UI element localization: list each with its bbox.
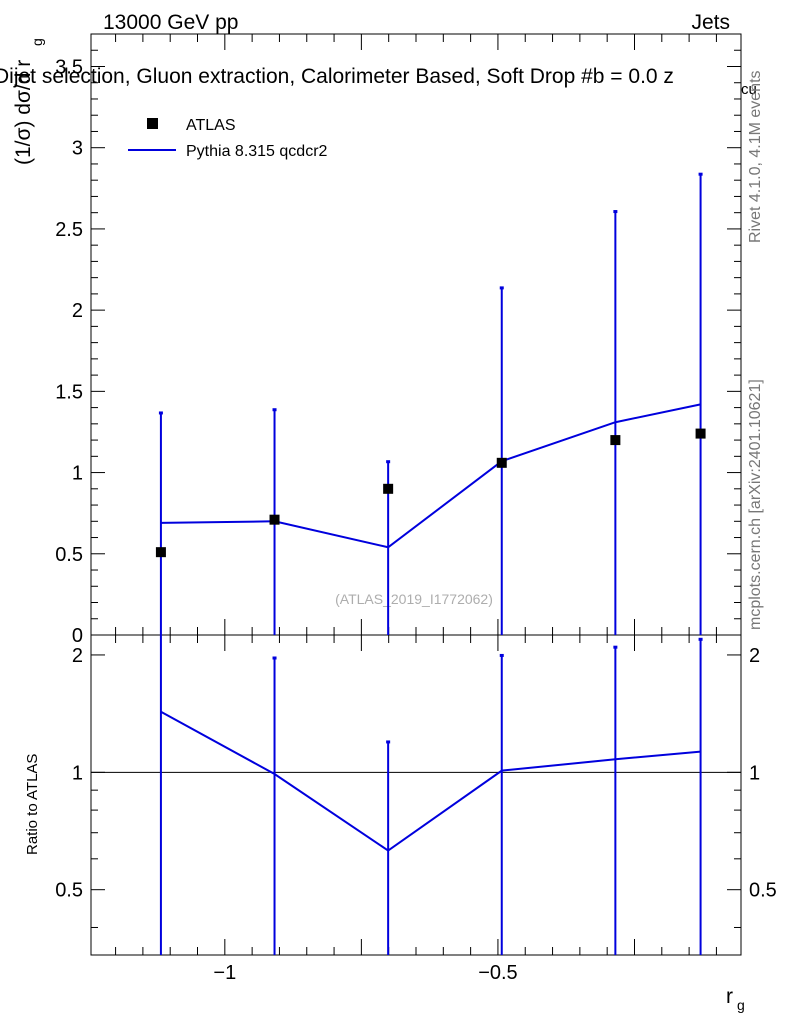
pythia-line [160,403,701,549]
plot-title: Dijet selection, Gluon extraction, Calor… [0,65,674,88]
ratio-y-tick-label: 2 [72,645,83,667]
ratio-y-tick-label: 0.5 [55,880,83,902]
main-y-tick-label: 1.5 [55,381,83,403]
x-axis-label-subscript: g [737,997,745,1013]
ratio-error-cap [499,653,504,657]
pythia-error-cap [499,286,504,290]
main-y-tick-label: 0.5 [55,544,83,566]
legend-atlas-marker [147,118,158,129]
process-label: Jets [691,11,730,34]
ratio-y-axis-label: Ratio to ATLAS [24,754,41,855]
ratio-error-cap [386,740,391,744]
ratio-plot-frame [90,634,742,956]
atlas-data-point [695,428,706,439]
ratio-y-tick-label-right: 1 [749,762,760,784]
atlas-data-point [269,514,280,525]
ratio-pythia-line [160,710,701,852]
pythia-error-cap [158,411,163,415]
x-tick-label: −0.5 [478,962,517,984]
analysis-watermark: (ATLAS_2019_I1772062) [335,591,493,607]
main-y-axis-label: (1/σ) dσ/d r [12,60,35,165]
legend-pythia-label: Pythia 8.315 qcdcr2 [186,143,328,160]
atlas-data-point [383,483,394,494]
ratio-error-cap [613,645,618,649]
pythia-error-cap [272,408,277,412]
mcplots-label: mcplots.cern.ch [arXiv:2401.10621] [747,379,764,630]
pythia-error-cap [386,460,391,464]
atlas-data-point [496,457,507,468]
x-tick-label: −1 [213,962,236,984]
plot-title-subscript: cu [741,81,757,98]
pythia-error-cap [698,172,703,176]
ratio-y-tick-label-right: 0.5 [749,880,777,902]
energy-label: 13000 GeV pp [103,11,238,34]
main-y-tick-label: 2 [72,300,83,322]
main-y-tick-label: 3 [72,138,83,160]
main-y-tick-label: 0 [72,625,83,647]
legend-atlas-label: ATLAS [186,117,236,134]
ratio-y-tick-label: 1 [72,762,83,784]
ratio-error-cap [272,656,277,660]
atlas-data-point [155,547,166,558]
main-y-axis-label-subscript: g [29,38,45,46]
pythia-error-cap [613,210,618,214]
ratio-error-cap [698,637,703,641]
atlas-data-point [610,435,621,446]
rivet-label: Rivet 4.1.0, 4.1M events [747,70,764,243]
x-axis-label: r [726,985,733,1008]
main-y-tick-label: 2.5 [55,219,83,241]
main-y-tick-label: 1 [72,463,83,485]
ratio-y-tick-label-right: 2 [749,645,760,667]
main-y-tick-label: 3.5 [55,56,83,78]
